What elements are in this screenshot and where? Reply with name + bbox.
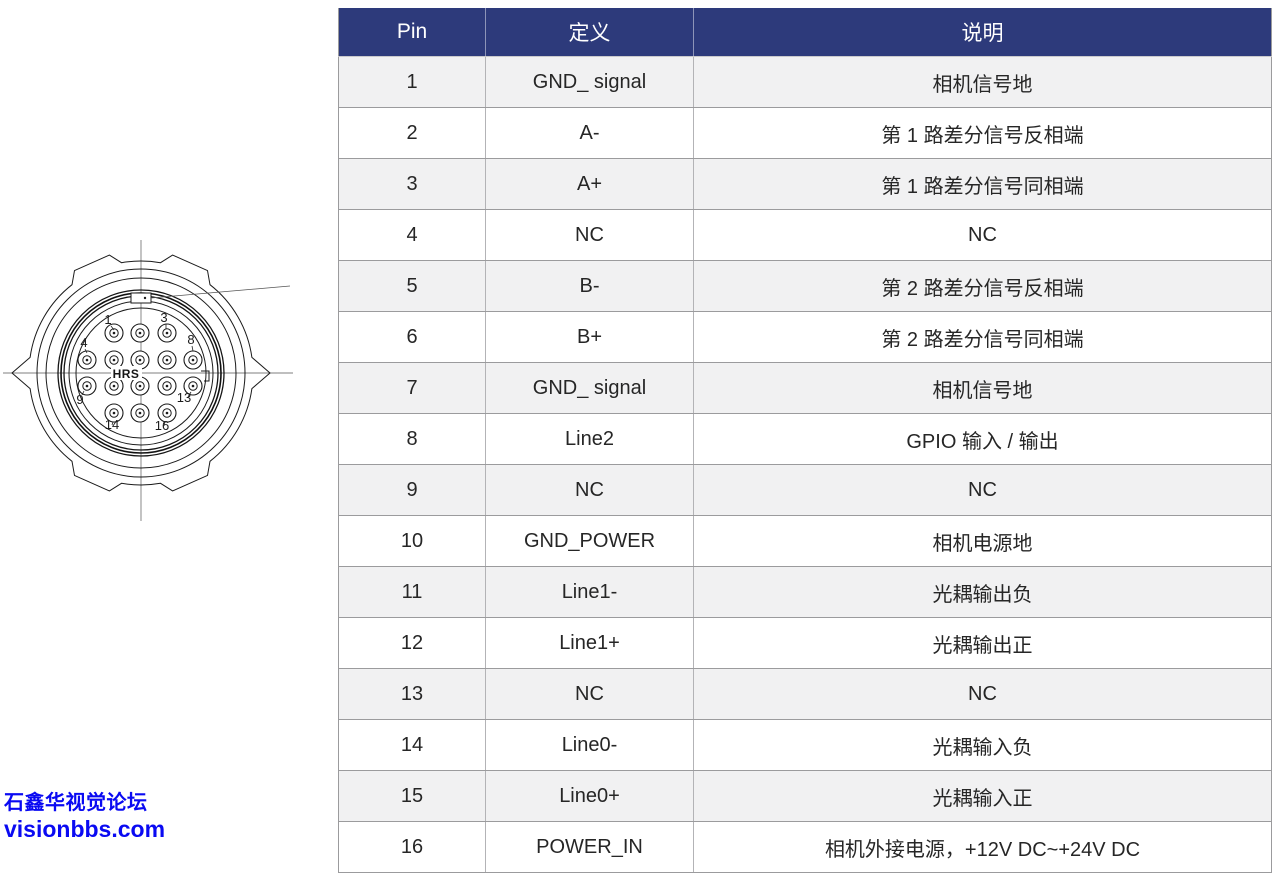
watermark-site-name: 石鑫华视觉论坛 [4, 792, 148, 814]
description-cell: NC [693, 209, 1272, 261]
table-row: 7 GND_ signal 相机信号地 [338, 362, 1272, 414]
col-header-definition: 定义 [485, 8, 694, 57]
description-cell: 相机外接电源，+12V DC~+24V DC [693, 821, 1272, 873]
col-header-description: 说明 [693, 8, 1272, 57]
table-row: 8 Line2 GPIO 输入 / 输出 [338, 413, 1272, 465]
table-row: 6 B+ 第 2 路差分信号同相端 [338, 311, 1272, 363]
key-notch [130, 292, 152, 304]
pin-cell: 8 [338, 413, 486, 465]
pin-callout-ticks [81, 324, 194, 426]
pin-cell: 2 [338, 107, 486, 159]
pin-definition-table: Pin 定义 说明 1 GND_ signal 相机信号地 2 A- 第 1 路差分信号… [338, 8, 1272, 873]
pin-cell: 4 [338, 209, 486, 261]
pin-cell: 12 [338, 617, 486, 669]
table-header-row: Pin 定义 说明 [338, 8, 1272, 57]
pin-cell: 3 [338, 158, 486, 210]
pin-label-1: 1 [104, 312, 111, 327]
table-row: 9 NC NC [338, 464, 1272, 516]
definition-cell: GND_POWER [485, 515, 694, 567]
pin-label-13: 13 [177, 390, 191, 405]
table-row: 16 POWER_IN 相机外接电源，+12V DC~+24V DC [338, 821, 1272, 873]
definition-cell: GND_ signal [485, 56, 694, 108]
pin-label-4: 4 [80, 335, 87, 350]
pin-hole [183, 350, 203, 370]
pin-cell: 6 [338, 311, 486, 363]
definition-cell: GND_ signal [485, 362, 694, 414]
description-cell: GPIO 输入 / 输出 [693, 413, 1272, 465]
pin-cell: 5 [338, 260, 486, 312]
description-cell: 第 1 路差分信号反相端 [693, 107, 1272, 159]
watermark-url[interactable]: visionbbs.com [4, 815, 166, 842]
description-cell: 第 1 路差分信号同相端 [693, 158, 1272, 210]
notch-mark [143, 296, 147, 300]
connector-rings [36, 268, 246, 478]
definition-cell: A+ [485, 158, 694, 210]
description-cell: NC [693, 668, 1272, 720]
description-cell: 第 2 路差分信号同相端 [693, 311, 1272, 363]
definition-cell: A- [485, 107, 694, 159]
description-cell: 光耦输出负 [693, 566, 1272, 618]
description-cell: 光耦输入正 [693, 770, 1272, 822]
definition-cell: B+ [485, 311, 694, 363]
connector-drawing-svg: 1 3 4 8 9 13 14 16 HRS [3, 240, 293, 521]
pin-cell: 16 [338, 821, 486, 873]
pin-cell: 7 [338, 362, 486, 414]
table-row: 2 A- 第 1 路差分信号反相端 [338, 107, 1272, 159]
description-cell: 光耦输出正 [693, 617, 1272, 669]
pin-hole [77, 350, 97, 370]
connector-outline [11, 254, 271, 492]
definition-cell: NC [485, 209, 694, 261]
description-cell: 第 2 路差分信号反相端 [693, 260, 1272, 312]
description-cell: 相机信号地 [693, 362, 1272, 414]
pin-label-14: 14 [105, 417, 119, 432]
pin-cell: 10 [338, 515, 486, 567]
pin-cell: 11 [338, 566, 486, 618]
table-row: 10 GND_POWER 相机电源地 [338, 515, 1272, 567]
table-row: 13 NC NC [338, 668, 1272, 720]
pin-hole [130, 403, 150, 423]
description-cell: NC [693, 464, 1272, 516]
logo-backing [111, 366, 142, 380]
definition-cell: B- [485, 260, 694, 312]
pin-cell: 15 [338, 770, 486, 822]
table-row: 15 Line0+ 光耦输入正 [338, 770, 1272, 822]
pin-cell: 13 [338, 668, 486, 720]
description-cell: 相机信号地 [693, 56, 1272, 108]
definition-cell: NC [485, 464, 694, 516]
table-row: 4 NC NC [338, 209, 1272, 261]
side-key-step [201, 370, 210, 382]
table-row: 5 B- 第 2 路差分信号反相端 [338, 260, 1272, 312]
pin-hole [157, 376, 177, 396]
pin-cell: 9 [338, 464, 486, 516]
pin-label-9: 9 [76, 392, 83, 407]
pin-label-8: 8 [187, 332, 194, 347]
description-cell: 相机电源地 [693, 515, 1272, 567]
description-cell: 光耦输入负 [693, 719, 1272, 771]
watermark: 石鑫华视觉论坛 visionbbs.com [4, 792, 165, 843]
definition-cell: Line0- [485, 719, 694, 771]
pin-labels: 1 3 4 8 9 13 14 16 [76, 310, 194, 433]
pin-hole [130, 323, 150, 343]
definition-cell: Line1- [485, 566, 694, 618]
table-row: 11 Line1- 光耦输出负 [338, 566, 1272, 618]
pin-cell: 1 [338, 56, 486, 108]
definition-cell: NC [485, 668, 694, 720]
hrs-logo: HRS [113, 367, 140, 381]
table-row: 3 A+ 第 1 路差分信号同相端 [338, 158, 1272, 210]
connector-diagram: 1 3 4 8 9 13 14 16 HRS [0, 230, 300, 530]
pin-label-16: 16 [155, 418, 169, 433]
pin-cell: 14 [338, 719, 486, 771]
definition-cell: Line0+ [485, 770, 694, 822]
pin-label-3: 3 [160, 310, 167, 325]
table-row: 1 GND_ signal 相机信号地 [338, 56, 1272, 108]
definition-cell: POWER_IN [485, 821, 694, 873]
table-row: 14 Line0- 光耦输入负 [338, 719, 1272, 771]
pin-hole [157, 323, 177, 343]
pin-hole [157, 350, 177, 370]
definition-cell: Line2 [485, 413, 694, 465]
table-row: 12 Line1+ 光耦输出正 [338, 617, 1272, 669]
leader-line [150, 285, 291, 299]
definition-cell: Line1+ [485, 617, 694, 669]
col-header-pin: Pin [338, 8, 486, 57]
